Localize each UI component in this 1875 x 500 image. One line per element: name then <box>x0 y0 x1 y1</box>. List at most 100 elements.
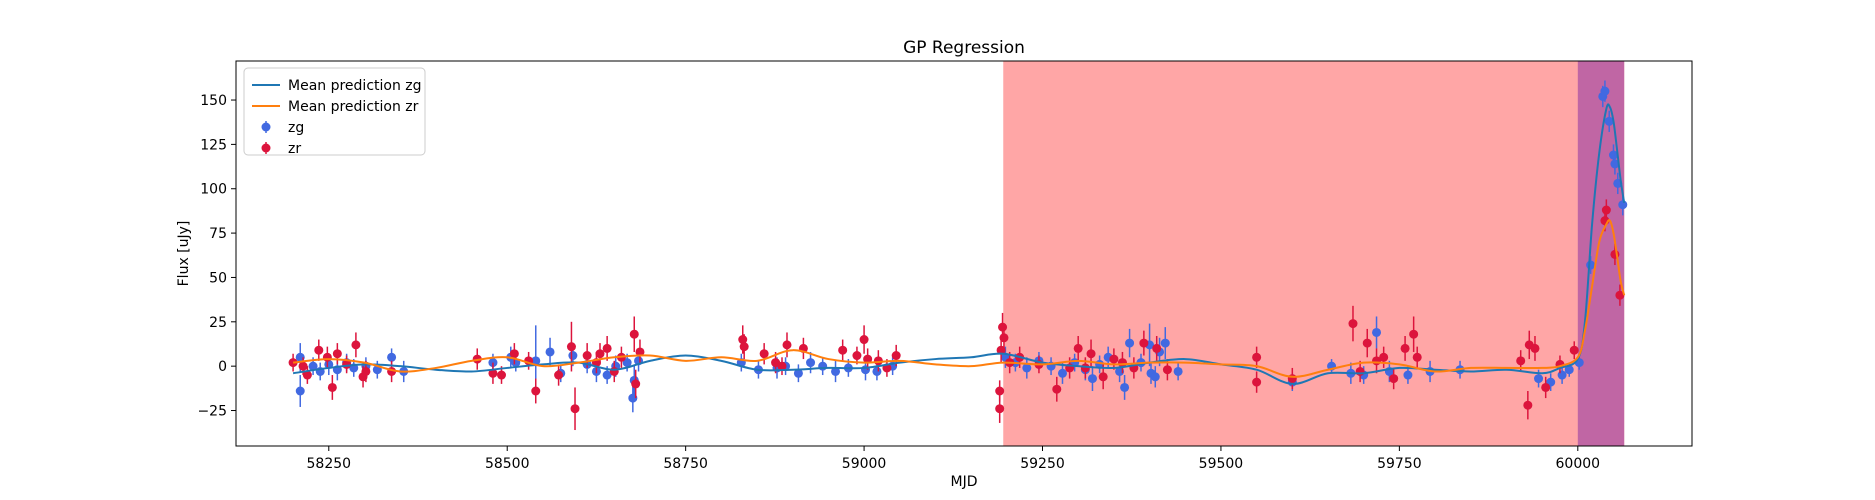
zr-point <box>531 386 541 396</box>
x-tick-label: 58750 <box>663 456 708 472</box>
zr-point <box>738 335 748 345</box>
zg-point <box>1125 338 1135 348</box>
shaded-region-1 <box>1003 61 1625 446</box>
zr-point <box>1252 377 1262 387</box>
zr-point <box>602 343 612 353</box>
zr-point <box>1379 352 1389 362</box>
zr-point <box>1530 343 1540 353</box>
zg-point <box>806 358 816 368</box>
zr-point <box>838 345 848 355</box>
x-axis-label: MJD <box>951 474 978 490</box>
zr-point <box>782 340 792 350</box>
zg-point <box>793 368 803 378</box>
zr-point <box>631 379 641 389</box>
zr-point <box>777 361 787 371</box>
legend: Mean prediction zg Mean prediction zr zg zr <box>243 67 426 157</box>
zr-point <box>609 366 619 376</box>
zg-point <box>1534 374 1544 384</box>
zr-point <box>582 351 592 361</box>
zr-point <box>566 342 576 352</box>
zr-point <box>1139 338 1149 348</box>
zg-point <box>1618 200 1628 210</box>
zr-point <box>1355 366 1365 376</box>
zr-point <box>1098 372 1108 382</box>
zg-point <box>1150 372 1160 382</box>
zr-point <box>1052 384 1062 394</box>
y-tick-label: 50 <box>209 270 227 286</box>
y-tick-label: −25 <box>197 404 227 420</box>
zg-point <box>1403 370 1413 380</box>
zr-point <box>509 349 519 359</box>
zg-point <box>872 366 882 376</box>
zr-point <box>570 404 580 414</box>
legend-point-swatch <box>261 122 271 132</box>
mean-line-zg <box>292 103 1626 385</box>
zr-point <box>635 347 645 357</box>
zr-point <box>863 354 873 364</box>
y-tick-label: 125 <box>200 137 227 153</box>
legend-point-swatch <box>261 143 271 153</box>
zr-point <box>1109 354 1119 364</box>
zr-point <box>554 370 564 380</box>
zr-point <box>1412 352 1422 362</box>
x-tick-label: 59000 <box>842 456 887 472</box>
zg-point <box>1604 116 1614 126</box>
zr-point <box>739 342 749 352</box>
zg-point <box>602 370 612 380</box>
zg-point <box>1557 370 1567 380</box>
zr-point <box>488 368 498 378</box>
zg-point <box>1600 86 1610 96</box>
zr-point <box>891 351 901 361</box>
zr-point <box>1400 343 1410 353</box>
zg-point <box>531 356 541 366</box>
y-axis: −25 0 25 50 75 100 125 150 <box>197 93 236 420</box>
zr-point <box>1348 319 1358 329</box>
zr-point <box>322 352 332 362</box>
y-tick-label: 150 <box>200 93 227 109</box>
zr-point <box>1601 205 1611 215</box>
zg-point <box>308 361 318 371</box>
zr-point <box>629 329 639 339</box>
legend-box <box>243 67 426 156</box>
zr-point <box>1162 365 1172 375</box>
zr-point <box>332 349 342 359</box>
legend-entry-zr: zr <box>261 141 301 157</box>
zg-point <box>1564 365 1574 375</box>
zg-point <box>324 359 334 369</box>
zr-point <box>999 333 1009 343</box>
plot-frame <box>235 60 1693 447</box>
x-axis: 58250 58500 58750 59000 59250 59500 59750 60000 <box>307 446 1600 472</box>
zr-point <box>1541 382 1551 392</box>
zr-point <box>302 370 312 380</box>
x-tick-label: 59500 <box>1199 456 1244 472</box>
legend-label: Mean prediction zr <box>288 99 419 115</box>
zr-point <box>497 370 507 380</box>
zr-point <box>1389 374 1399 384</box>
zr-point <box>314 345 324 355</box>
x-tick-label: 59750 <box>1377 456 1422 472</box>
zg-point <box>387 352 397 362</box>
zr-point <box>1152 343 1162 353</box>
legend-label: zr <box>288 141 301 157</box>
zr-point <box>1569 345 1579 355</box>
y-tick-label: 0 <box>218 359 227 375</box>
zr-point <box>759 349 769 359</box>
zr-point <box>1073 343 1083 353</box>
mean-line-zr <box>292 219 1626 378</box>
legend-label: zg <box>288 120 304 136</box>
zr-point <box>327 382 337 392</box>
zr-point <box>1362 338 1372 348</box>
zr-point <box>1252 352 1262 362</box>
zg-point <box>545 347 555 357</box>
zr-point <box>998 322 1008 332</box>
zr-point <box>351 340 361 350</box>
legend-entry-zg: zg <box>261 120 304 136</box>
zr-point <box>1409 329 1419 339</box>
zg-point <box>1173 366 1183 376</box>
zg-point <box>1160 338 1170 348</box>
zg-point <box>1057 368 1067 378</box>
chart-title: GP Regression <box>903 38 1025 58</box>
shaded-regions <box>1003 61 1625 446</box>
zg-point <box>1022 363 1032 373</box>
